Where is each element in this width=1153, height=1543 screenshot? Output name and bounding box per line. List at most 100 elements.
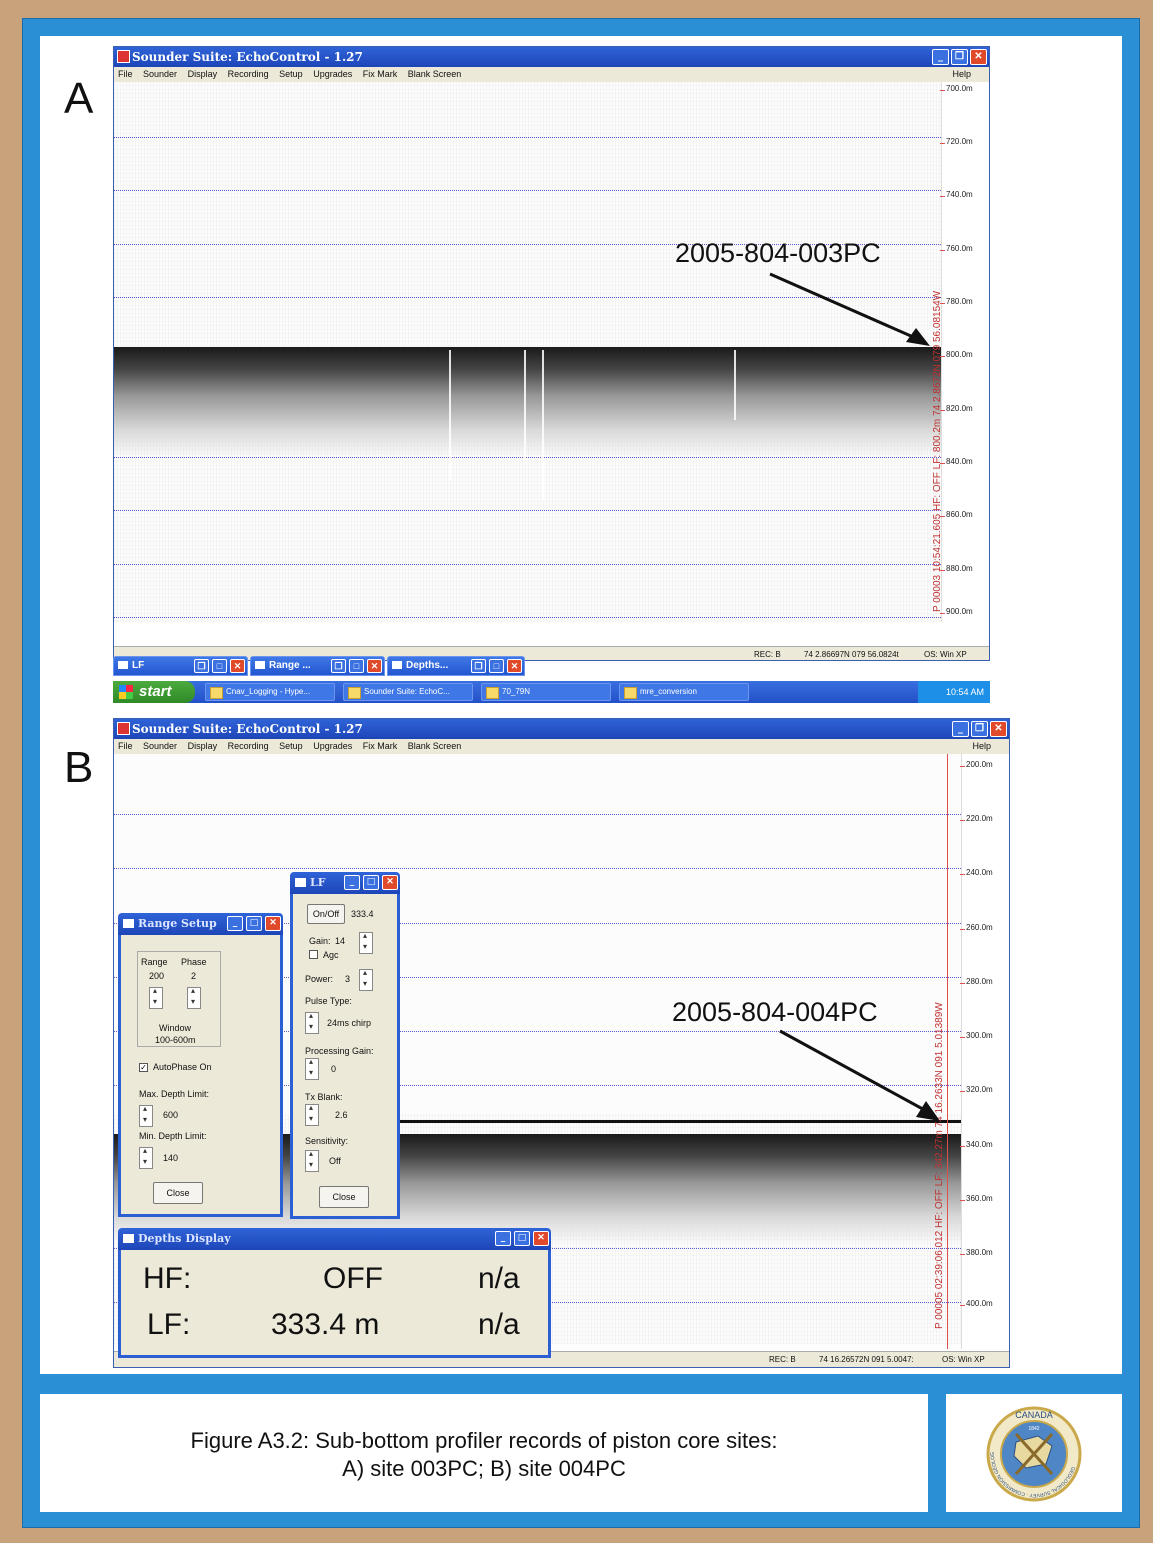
arrow-icon-b <box>770 1025 950 1130</box>
close-icon[interactable]: ✕ <box>990 721 1007 737</box>
app-icon <box>117 722 130 735</box>
pulse-type-spinner[interactable] <box>305 1012 319 1034</box>
phase-spinner[interactable] <box>187 987 201 1009</box>
minimize-icon[interactable]: _ <box>952 721 969 737</box>
lf-label: LF: <box>147 1308 190 1342</box>
close-icon[interactable]: ✕ <box>507 659 522 673</box>
menu-help[interactable]: Help <box>952 67 971 82</box>
depth-tick: 380.0m <box>966 1248 993 1257</box>
menu-file[interactable]: File <box>118 69 133 79</box>
status-rec: REC: B <box>769 1355 796 1364</box>
maximize-icon[interactable]: □ <box>489 659 504 673</box>
menu-display[interactable]: Display <box>188 69 218 79</box>
menu-blank-screen[interactable]: Blank Screen <box>408 741 462 751</box>
app-icon <box>117 50 130 63</box>
maximize-icon[interactable]: □ <box>363 875 379 890</box>
window-a-title: Sounder Suite: EchoControl - 1.27 <box>132 50 363 64</box>
caption-line-1: Figure A3.2: Sub-bottom profiler records… <box>40 1428 928 1454</box>
minimize-icon[interactable]: _ <box>495 1231 511 1246</box>
range-setup-dialog: Range Setup _ □ ✕ Range 200 Phase 2 Wind… <box>118 935 283 1217</box>
tx-blank-spinner[interactable] <box>305 1104 319 1126</box>
minimize-icon[interactable]: _ <box>227 916 243 931</box>
range-value: 200 <box>149 971 164 981</box>
max-depth-spinner[interactable] <box>139 1105 153 1127</box>
power-spinner[interactable] <box>359 969 373 991</box>
windows-taskbar: start Cnav_Logging - Hype... Sounder Sui… <box>113 681 990 703</box>
maximize-icon[interactable]: □ <box>349 659 364 673</box>
restore-icon[interactable]: ❐ <box>971 721 988 737</box>
taskbar-item[interactable]: mre_conversion <box>619 683 749 701</box>
windows-flag-icon <box>119 685 133 699</box>
lf-extra: n/a <box>478 1308 520 1342</box>
menu-upgrades[interactable]: Upgrades <box>313 741 352 751</box>
autophase-label: AutoPhase On <box>153 1062 212 1072</box>
minimize-icon[interactable]: _ <box>344 875 360 890</box>
start-label: start <box>139 683 172 700</box>
range-setup-title: Range Setup <box>138 917 217 930</box>
window-b-title: Sounder Suite: EchoControl - 1.27 <box>132 722 363 736</box>
min-depth-spinner[interactable] <box>139 1147 153 1169</box>
start-button[interactable]: start <box>113 681 195 703</box>
menu-recording[interactable]: Recording <box>228 741 269 751</box>
lf-title: LF <box>310 876 326 889</box>
mini-window-range[interactable]: Range ... ❐ □ ✕ <box>250 656 385 676</box>
core-site-annotation-b: 2005-804-004PC <box>672 997 878 1028</box>
depth-tick: 320.0m <box>966 1085 993 1094</box>
restore-icon[interactable]: ❐ <box>951 49 968 65</box>
menu-blank-screen[interactable]: Blank Screen <box>408 69 462 79</box>
min-depth-value: 140 <box>163 1153 178 1163</box>
gain-spinner[interactable] <box>359 932 373 954</box>
autophase-checkbox[interactable]: ✓ <box>139 1063 148 1072</box>
minimize-icon[interactable]: _ <box>932 49 949 65</box>
sensitivity-spinner[interactable] <box>305 1150 319 1172</box>
close-icon[interactable]: ✕ <box>970 49 987 65</box>
depth-tick: 240.0m <box>966 868 993 877</box>
depths-display-title: Depths Display <box>138 1232 231 1245</box>
depths-display-titlebar: Depths Display _ □ ✕ <box>118 1228 551 1250</box>
range-close-button[interactable]: Close <box>153 1182 203 1204</box>
signal-dropout <box>524 350 526 460</box>
taskbar-item[interactable]: Cnav_Logging - Hype... <box>205 683 335 701</box>
restore-icon[interactable]: ❐ <box>331 659 346 673</box>
menu-file[interactable]: File <box>118 741 133 751</box>
mini-window-lf[interactable]: LF ❐ □ ✕ <box>113 656 248 676</box>
menu-fix-mark[interactable]: Fix Mark <box>363 741 398 751</box>
close-icon[interactable]: ✕ <box>367 659 382 673</box>
range-spinner[interactable] <box>149 987 163 1009</box>
mini-window-depths[interactable]: Depths... ❐ □ ✕ <box>387 656 525 676</box>
window-b-menubar: File Sounder Display Recording Setup Upg… <box>114 739 1009 754</box>
lf-onoff-button[interactable]: On/Off <box>307 904 345 924</box>
menu-fix-mark[interactable]: Fix Mark <box>363 69 398 79</box>
maximize-icon[interactable]: □ <box>246 916 262 931</box>
taskbar-item[interactable]: Sounder Suite: EchoC... <box>343 683 473 701</box>
menu-setup[interactable]: Setup <box>279 69 303 79</box>
menu-recording[interactable]: Recording <box>228 69 269 79</box>
phase-value: 2 <box>191 971 196 981</box>
restore-icon[interactable]: ❐ <box>471 659 486 673</box>
restore-icon[interactable]: ❐ <box>194 659 209 673</box>
depth-tick: 820.0m <box>946 404 973 413</box>
close-icon[interactable]: ✕ <box>382 875 398 890</box>
menu-help[interactable]: Help <box>972 739 991 754</box>
menu-sounder[interactable]: Sounder <box>143 69 177 79</box>
close-icon[interactable]: ✕ <box>533 1231 549 1246</box>
system-tray-clock: 10:54 AM <box>918 681 990 703</box>
close-icon[interactable]: ✕ <box>230 659 245 673</box>
menu-display[interactable]: Display <box>188 741 218 751</box>
maximize-icon[interactable]: □ <box>514 1231 530 1246</box>
hf-value: OFF <box>323 1262 383 1296</box>
pulse-type-value: 24ms chirp <box>327 1018 371 1028</box>
gridline <box>114 868 961 869</box>
lf-close-button[interactable]: Close <box>319 1186 369 1208</box>
menu-setup[interactable]: Setup <box>279 741 303 751</box>
menu-sounder[interactable]: Sounder <box>143 741 177 751</box>
maximize-icon[interactable]: □ <box>212 659 227 673</box>
panel-a-label: A <box>64 74 93 124</box>
menu-upgrades[interactable]: Upgrades <box>313 69 352 79</box>
processing-gain-spinner[interactable] <box>305 1058 319 1080</box>
taskbar-item[interactable]: 70_79N <box>481 683 611 701</box>
gsc-logo: CANADA 1842 GEOLOGICAL SURVEY · COMMISSI… <box>946 1394 1122 1512</box>
range-label: Range <box>141 957 168 967</box>
close-icon[interactable]: ✕ <box>265 916 281 931</box>
agc-checkbox[interactable] <box>309 950 318 959</box>
